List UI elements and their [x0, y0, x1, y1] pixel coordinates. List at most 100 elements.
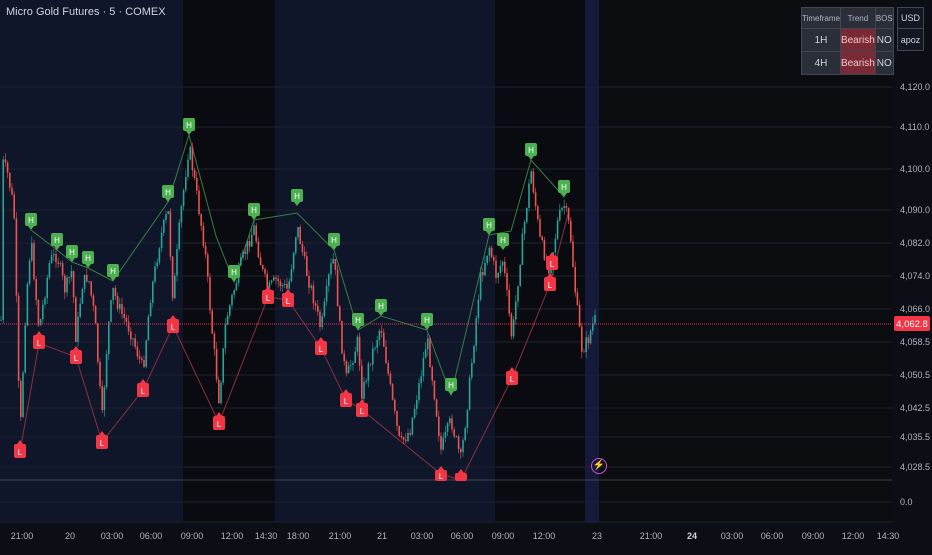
candle-body: [68, 277, 70, 278]
candle-body: [114, 287, 117, 297]
svg-text:L: L: [286, 297, 291, 306]
time-tick-label: 12:00: [221, 531, 244, 541]
session-band: [585, 0, 599, 522]
svg-text:L: L: [319, 345, 324, 354]
candle-body: [11, 187, 13, 195]
candle-body: [550, 269, 552, 274]
time-tick-label: 06:00: [761, 531, 784, 541]
time-axis[interactable]: 21:00 20 03:00 06:00 09:00 12:00 14:30 18:00 21:…: [11, 531, 900, 541]
candle-body: [347, 365, 350, 374]
candle-body: [523, 221, 526, 234]
candle-body: [361, 365, 363, 399]
candle-body: [207, 254, 209, 277]
candle-body: [35, 279, 37, 300]
time-tick-label: 09:00: [802, 531, 825, 541]
time-tick-label: 12:00: [842, 531, 865, 541]
candle-body: [97, 323, 99, 362]
candle-body: [460, 448, 462, 453]
swing-high-line: [30, 133, 565, 397]
candle-body: [99, 361, 101, 386]
lightning-icon[interactable]: ⚡: [591, 458, 607, 474]
candle-body: [328, 274, 330, 286]
svg-text:H: H: [110, 267, 116, 276]
candle-body: [389, 373, 392, 385]
candle-body: [365, 380, 367, 382]
candles-layer: [0, 142, 596, 459]
right-toolbar: USD apoz: [897, 7, 924, 51]
swing-low-marker: L: [435, 466, 447, 481]
price-axis[interactable]: 4,120.0 4,110.0 4,100.0 4,090.0 4,082.0 4,074…: [900, 82, 930, 507]
candle-body: [405, 439, 407, 442]
candle-body: [332, 258, 334, 264]
candle-body: [554, 238, 557, 253]
candle-body: [400, 435, 403, 438]
candle-body: [517, 286, 519, 302]
table-cell-bos: NO: [874, 51, 894, 75]
candle-body: [94, 305, 97, 324]
swing-low-marker: L: [356, 399, 368, 417]
candle-body: [402, 437, 405, 440]
price-tick-label: 4,120.0: [900, 82, 930, 92]
svg-text:H: H: [378, 302, 384, 311]
candle-body: [92, 295, 95, 306]
candle-body: [297, 226, 299, 238]
candle-body: [387, 363, 389, 374]
candle-body: [358, 336, 361, 366]
session-band: [275, 0, 495, 522]
candle-body: [143, 360, 145, 367]
candle-body: [125, 317, 128, 322]
candle-body: [0, 319, 2, 321]
candle-body: [176, 249, 178, 276]
candle-body: [281, 285, 284, 287]
candle-body: [72, 271, 75, 298]
candle-body: [314, 303, 317, 306]
candle-body: [119, 304, 121, 309]
candle-body: [506, 273, 508, 290]
candle-body: [242, 251, 244, 258]
candle-body: [163, 219, 165, 233]
candle-body: [185, 177, 187, 190]
candle-body: [279, 281, 282, 287]
candle-body: [112, 287, 114, 301]
candle-body: [88, 281, 90, 283]
candle-body: [193, 169, 196, 178]
svg-text:L: L: [360, 407, 365, 416]
candle-body: [2, 159, 4, 320]
candle-body: [75, 297, 77, 343]
price-tick-label: 4,028.5: [900, 462, 930, 472]
candle-body: [196, 177, 198, 191]
swing-low-marker: L: [167, 315, 179, 333]
candle-body: [429, 338, 431, 368]
candle-body: [81, 288, 84, 304]
candle-body: [398, 425, 400, 436]
candle-body: [191, 146, 194, 170]
candle-body: [33, 243, 35, 280]
svg-text:H: H: [528, 146, 534, 155]
candle-body: [413, 408, 416, 418]
candle-body: [431, 367, 433, 381]
currency-button[interactable]: USD: [897, 7, 924, 29]
candle-body: [213, 333, 216, 349]
candle-body: [134, 338, 136, 347]
candle-body: [9, 172, 11, 188]
svg-text:L: L: [439, 472, 444, 481]
candle-body: [378, 330, 381, 340]
candle-body: [90, 281, 92, 296]
candle-body: [462, 440, 464, 453]
candle-body: [312, 285, 315, 304]
user-button[interactable]: apoz: [897, 29, 924, 51]
candle-body: [339, 306, 341, 321]
candle-body: [455, 436, 458, 438]
candle-body: [530, 171, 532, 184]
candle-body: [473, 345, 475, 364]
candle-body: [61, 263, 64, 276]
candle-body: [416, 400, 418, 409]
svg-text:L: L: [74, 354, 79, 363]
time-tick-label: 06:00: [451, 531, 474, 541]
candle-body: [290, 269, 293, 282]
candle-body: [273, 277, 275, 281]
swing-high-marker: H: [66, 245, 78, 262]
time-tick-label: 21:00: [11, 531, 34, 541]
